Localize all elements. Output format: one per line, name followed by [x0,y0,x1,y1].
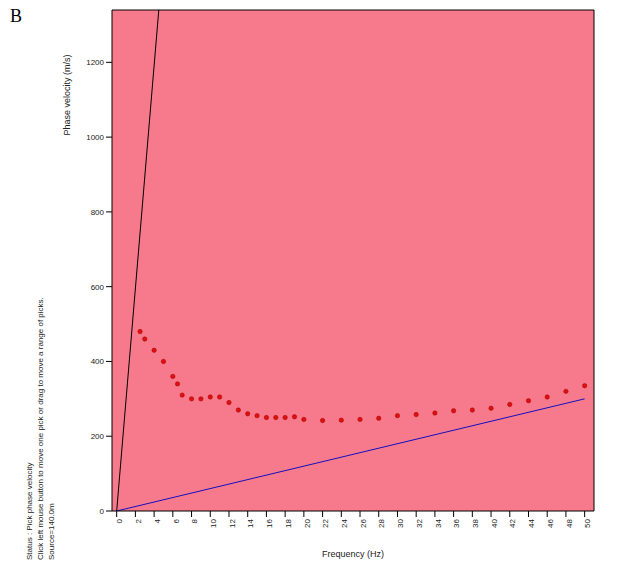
svg-text:32: 32 [415,518,424,527]
svg-text:40: 40 [490,518,499,527]
svg-text:30: 30 [396,518,405,527]
svg-text:18: 18 [284,518,293,527]
svg-text:50: 50 [583,518,592,527]
svg-text:Phase velocity (m/s): Phase velocity (m/s) [62,54,72,135]
svg-text:1200: 1200 [86,58,104,67]
svg-text:Source=140.0m: Source=140.0m [47,503,56,560]
svg-text:200: 200 [91,432,105,441]
svg-text:46: 46 [546,518,555,527]
svg-text:22: 22 [321,518,330,527]
svg-text:0: 0 [115,518,124,523]
svg-text:10: 10 [209,518,218,527]
svg-text:0: 0 [100,507,105,516]
svg-text:38: 38 [471,518,480,527]
svg-text:20: 20 [303,518,312,527]
svg-text:4: 4 [153,518,162,523]
svg-text:48: 48 [565,518,574,527]
svg-text:8: 8 [190,518,199,523]
svg-text:Click left mouse button to mov: Click left mouse button to move one pick… [36,297,45,560]
svg-text:1000: 1000 [86,133,104,142]
svg-text:400: 400 [91,357,105,366]
svg-text:2: 2 [134,518,143,523]
svg-text:Status : Pick phase velocity: Status : Pick phase velocity [25,463,34,560]
svg-text:28: 28 [377,518,386,527]
svg-text:34: 34 [434,518,443,527]
svg-text:36: 36 [452,518,461,527]
svg-text:800: 800 [91,208,105,217]
svg-text:12: 12 [228,518,237,527]
svg-text:14: 14 [246,518,255,527]
svg-text:6: 6 [172,518,181,523]
svg-text:Frequency (Hz): Frequency (Hz) [322,549,384,559]
svg-text:44: 44 [527,518,536,527]
svg-text:B: B [10,6,22,26]
svg-text:42: 42 [508,518,517,527]
svg-text:24: 24 [340,518,349,527]
svg-text:16: 16 [265,518,274,527]
svg-text:26: 26 [359,518,368,527]
svg-text:600: 600 [91,283,105,292]
